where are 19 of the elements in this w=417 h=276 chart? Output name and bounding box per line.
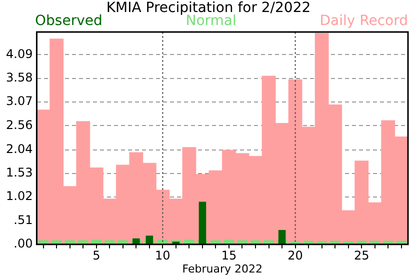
y-tick-label: 3.58: [6, 70, 33, 84]
x-axis-title: February 2022: [182, 262, 262, 276]
x-tick-label: 15: [221, 248, 237, 263]
y-tick-label: 3.07: [6, 94, 33, 108]
y-tick-label: 1.53: [6, 166, 33, 180]
x-tick-label: 10: [155, 248, 170, 263]
x-tick-label: 25: [354, 248, 370, 263]
y-tick-label: 4.09: [6, 46, 33, 61]
chart-title: KMIA Precipitation for 2/2022: [106, 0, 311, 16]
y-tick-label: .51: [14, 212, 33, 227]
y-tick-label: 1.02: [6, 189, 33, 204]
y-tick-label: 2.04: [6, 142, 33, 156]
series-label: Daily Record: [320, 13, 408, 29]
text: Normal: [186, 13, 236, 29]
x-tick-label: 20: [288, 248, 303, 263]
y-tick-label: .00: [14, 236, 33, 251]
x-tick-label: 5: [92, 248, 100, 263]
y-tick-label: 2.56: [6, 118, 33, 132]
text: Observed: [35, 13, 102, 29]
